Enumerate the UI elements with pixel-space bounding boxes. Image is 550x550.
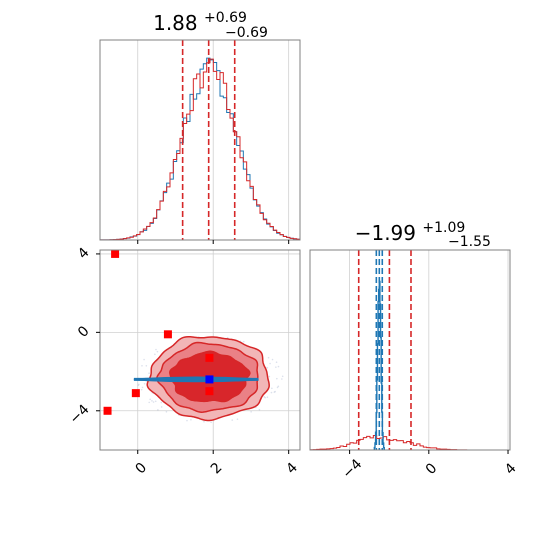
axes-frame	[99, 39, 301, 241]
scatter-point	[138, 383, 140, 386]
red-marker	[163, 330, 172, 339]
y-tick-label: −4	[67, 402, 93, 428]
title-param1-median: 1.88	[153, 11, 198, 35]
scatter-point	[190, 418, 192, 421]
scatter-point	[268, 375, 271, 378]
scatter-point	[266, 366, 269, 369]
x-tick-label: 0	[132, 460, 150, 478]
y-tick-label: 0	[75, 323, 93, 341]
scatter-point	[273, 391, 276, 393]
scatter-point	[151, 400, 153, 402]
scatter-point	[270, 391, 273, 394]
scatter-point	[210, 421, 212, 424]
title-param1-upper: +0.69	[204, 10, 247, 26]
x-tick-label: 2	[208, 460, 226, 478]
scatter-point	[155, 348, 157, 351]
scatter-point	[263, 395, 266, 398]
scatter-point	[149, 398, 151, 401]
red-marker	[111, 249, 120, 258]
title-param1: 1.88 +0.69	[153, 10, 247, 35]
scatter-point	[242, 340, 245, 343]
scatter-contour-panel: 4 0 −4 0 2 4	[67, 245, 301, 478]
scatter-point	[165, 411, 168, 413]
x-tick-label: 4	[283, 460, 301, 478]
scatter-point	[276, 386, 279, 389]
red-marker	[205, 353, 214, 362]
scatter-point	[156, 350, 159, 353]
blue-marker	[205, 375, 214, 384]
red-marker	[205, 387, 214, 396]
scatter-point	[276, 377, 278, 380]
scatter-point	[267, 356, 270, 359]
scatter-point	[271, 358, 274, 361]
histogram-red	[309, 435, 510, 451]
red-marker	[103, 406, 112, 415]
scatter-point	[186, 419, 188, 422]
scatter-point	[145, 364, 148, 367]
scatter-point	[154, 400, 157, 403]
scatter-point	[157, 409, 159, 411]
scatter-point	[148, 372, 150, 374]
scatter-point	[143, 358, 145, 361]
axes-frame	[309, 249, 511, 451]
scatter-point	[154, 353, 156, 356]
scatter-point	[137, 384, 140, 387]
scatter-point	[264, 396, 266, 399]
title-param2-median: −1.99	[355, 221, 416, 245]
y-tick-label: 4	[75, 245, 93, 263]
scatter-point	[277, 365, 280, 368]
scatter-point	[266, 396, 269, 398]
scatter-point	[275, 361, 278, 363]
scatter-point	[141, 386, 144, 389]
axes-frame	[99, 249, 301, 451]
scatter-point	[148, 401, 150, 404]
scatter-point	[281, 378, 283, 380]
scatter-point	[203, 420, 205, 423]
scatter-point	[274, 390, 276, 393]
x-tick-label: 0	[423, 460, 441, 478]
title-param2: −1.99 +1.09	[355, 220, 466, 245]
histogram-red	[99, 58, 301, 241]
scatter-point	[141, 364, 143, 367]
scatter-point	[250, 410, 252, 413]
scatter-point	[160, 406, 163, 408]
scatter-point	[160, 401, 163, 404]
scatter-point	[152, 401, 155, 403]
x-tick-label: 4	[502, 460, 520, 478]
scatter-point	[143, 382, 146, 385]
scatter-point	[236, 418, 239, 420]
x-tick-label: −4	[339, 456, 365, 482]
scatter-point	[231, 419, 234, 421]
histogram-param1-panel	[99, 39, 301, 244]
scatter-point	[277, 385, 280, 388]
scatter-point	[258, 408, 261, 411]
title-param2-lower: −1.55	[448, 234, 491, 250]
histogram-param2-panel: −4 0 4	[309, 249, 520, 482]
scatter-point	[140, 388, 143, 391]
scatter-point	[271, 387, 273, 390]
red-marker	[131, 389, 140, 398]
title-param1-lower: −0.69	[225, 25, 268, 41]
scatter-point	[269, 362, 271, 365]
title-param2-upper: +1.09	[422, 220, 465, 236]
scatter-point	[281, 375, 284, 378]
scatter-point	[275, 366, 277, 368]
